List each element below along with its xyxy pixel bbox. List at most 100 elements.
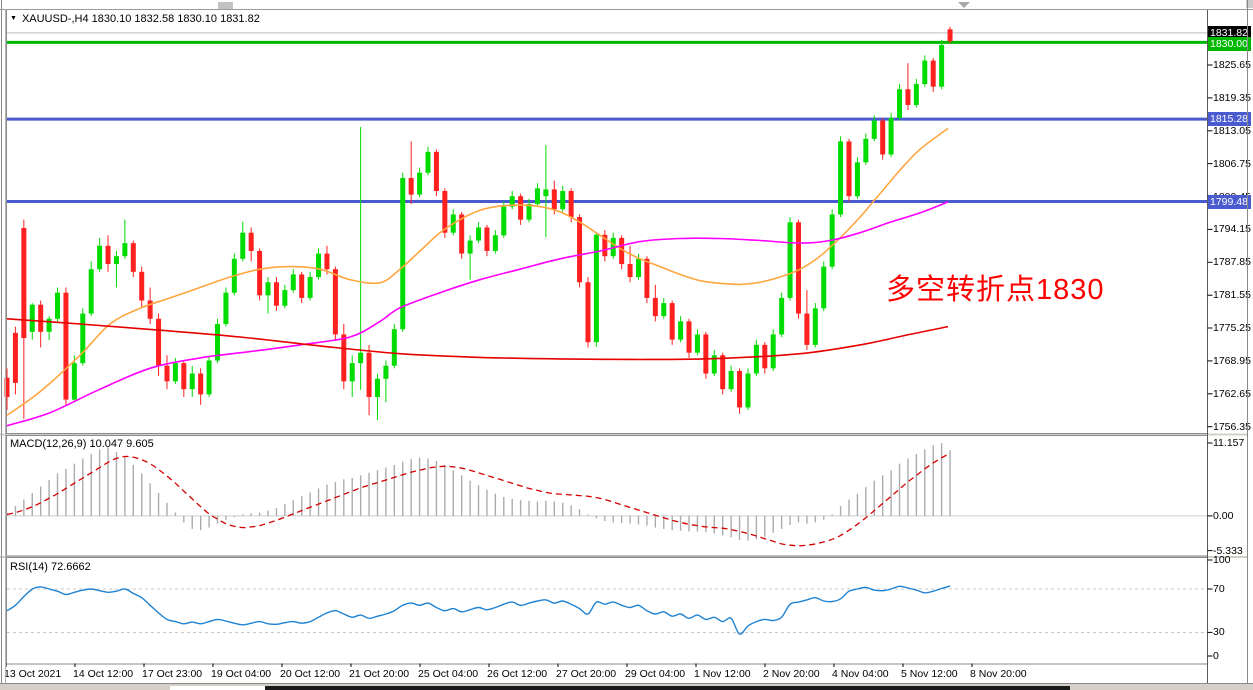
rsi-axis-label: 100 [1213, 554, 1231, 566]
candle-body [425, 151, 431, 173]
time-axis-label: 14 Oct 12:00 [73, 668, 134, 680]
price-axis-label: 1819.35 [1213, 91, 1251, 104]
candle-body [913, 84, 919, 105]
candle-body [602, 234, 608, 257]
candle-body [299, 274, 305, 298]
macd-histogram [6, 443, 951, 541]
candle-body [795, 222, 801, 314]
rsi-axis-label: 30 [1213, 626, 1225, 639]
candle-body [29, 304, 35, 332]
candle-body [324, 253, 330, 270]
candle-body [223, 292, 229, 324]
candle-body [644, 258, 650, 298]
candle-body [476, 227, 482, 241]
candle-body [593, 234, 599, 343]
price-axis-label: 1806.75 [1213, 157, 1251, 170]
window-left-edge [1, 0, 2, 690]
scrollbar-thumb[interactable] [265, 686, 1070, 690]
candle-body [71, 363, 77, 400]
candle-body [560, 190, 566, 210]
candle-body [282, 290, 288, 306]
candle-body [46, 318, 52, 332]
macd-axis-label: 0.00 [1213, 509, 1234, 522]
candle-body [122, 243, 128, 257]
macd-indicator-label: MACD(12,26,9) 10.047 9.605 [10, 438, 154, 450]
candle-body [501, 206, 507, 236]
candle-body [922, 60, 928, 85]
candle-body [703, 334, 709, 374]
price-axis-label: 1762.65 [1213, 387, 1251, 400]
candle-body [627, 264, 633, 278]
chevron-down-icon[interactable]: ▼ [10, 15, 17, 22]
candle-body [257, 250, 263, 296]
candle-body [854, 162, 860, 197]
time-axis-label: 13 Oct 2021 [4, 668, 62, 680]
scrollbar-track-segment[interactable] [170, 686, 265, 690]
candle-body [467, 240, 473, 254]
price-axis-label: 1825.65 [1213, 59, 1251, 71]
candle-body [366, 352, 372, 398]
candle-body [577, 217, 583, 283]
price-axis-label: 1768.95 [1213, 354, 1251, 367]
candle-body [248, 232, 254, 251]
candle-body [358, 352, 364, 364]
candle-body [459, 214, 465, 254]
candle-body [113, 256, 119, 265]
chart-shift-marker-icon[interactable] [958, 2, 970, 8]
horizontal-levels[interactable] [7, 32, 1208, 204]
macd-axis-label: -5.333 [1213, 544, 1243, 557]
candle-body [492, 235, 498, 251]
window-tab-notch [218, 2, 233, 9]
price-badge-1831.82: 1831.82 [1208, 25, 1251, 40]
candle-body [669, 303, 675, 340]
candle-body [139, 271, 145, 301]
price-axis-label: 1794.15 [1213, 223, 1251, 236]
candle-body [534, 188, 540, 205]
candle-body [863, 138, 869, 163]
candle-body [97, 245, 103, 270]
candle-body [400, 177, 406, 330]
candle-body [172, 363, 178, 382]
time-axis-label: 27 Oct 20:00 [556, 668, 617, 680]
candle-body [770, 334, 776, 369]
candle-body [265, 282, 271, 296]
window-bottom-bar[interactable] [0, 683, 1253, 690]
candle-body [55, 292, 61, 319]
candle-body [417, 172, 423, 195]
candle-body [897, 89, 903, 118]
price-badge-1815.28: 1815.28 [1208, 112, 1251, 127]
candle-body [307, 277, 313, 298]
ma-mid-magenta [6, 201, 949, 427]
candle-body [433, 151, 439, 191]
candle-body [888, 117, 894, 155]
candle-body [838, 141, 844, 215]
candle-body [737, 370, 743, 408]
price-badge-1799.48: 1799.48 [1208, 194, 1251, 209]
time-axis-label: 29 Oct 04:00 [625, 668, 686, 680]
candle-body [391, 329, 397, 366]
price-axis-label: 1787.85 [1213, 256, 1251, 269]
candle-body [686, 321, 692, 353]
candle-body [871, 120, 877, 139]
symbol-header: ▼ XAUUSD-,H4 1830.10 1832.58 1830.10 1831… [10, 13, 260, 25]
candle-body [678, 321, 684, 340]
candle-body [63, 292, 69, 400]
price-axis-label: 1781.55 [1213, 289, 1251, 302]
candle-body [652, 297, 658, 317]
time-axis-label: 4 Nov 04:00 [832, 668, 889, 680]
candle-body [720, 355, 726, 390]
price-axis-label: 1813.05 [1213, 124, 1251, 137]
candle-body [341, 334, 347, 382]
candle-body [779, 297, 785, 335]
candle-body [4, 377, 10, 398]
time-axis-label: 25 Oct 04:00 [418, 668, 479, 680]
candle-body [745, 373, 751, 408]
rsi-axis-label: 70 [1213, 583, 1225, 595]
candle-body [88, 269, 94, 314]
trend-annotation-text[interactable]: 多空转折点1830 [886, 274, 1105, 306]
window-right-edge [1247, 0, 1248, 690]
ma-fast-orange [6, 127, 949, 416]
candle-body [636, 258, 641, 278]
price-axis-label: 1756.35 [1213, 420, 1251, 433]
